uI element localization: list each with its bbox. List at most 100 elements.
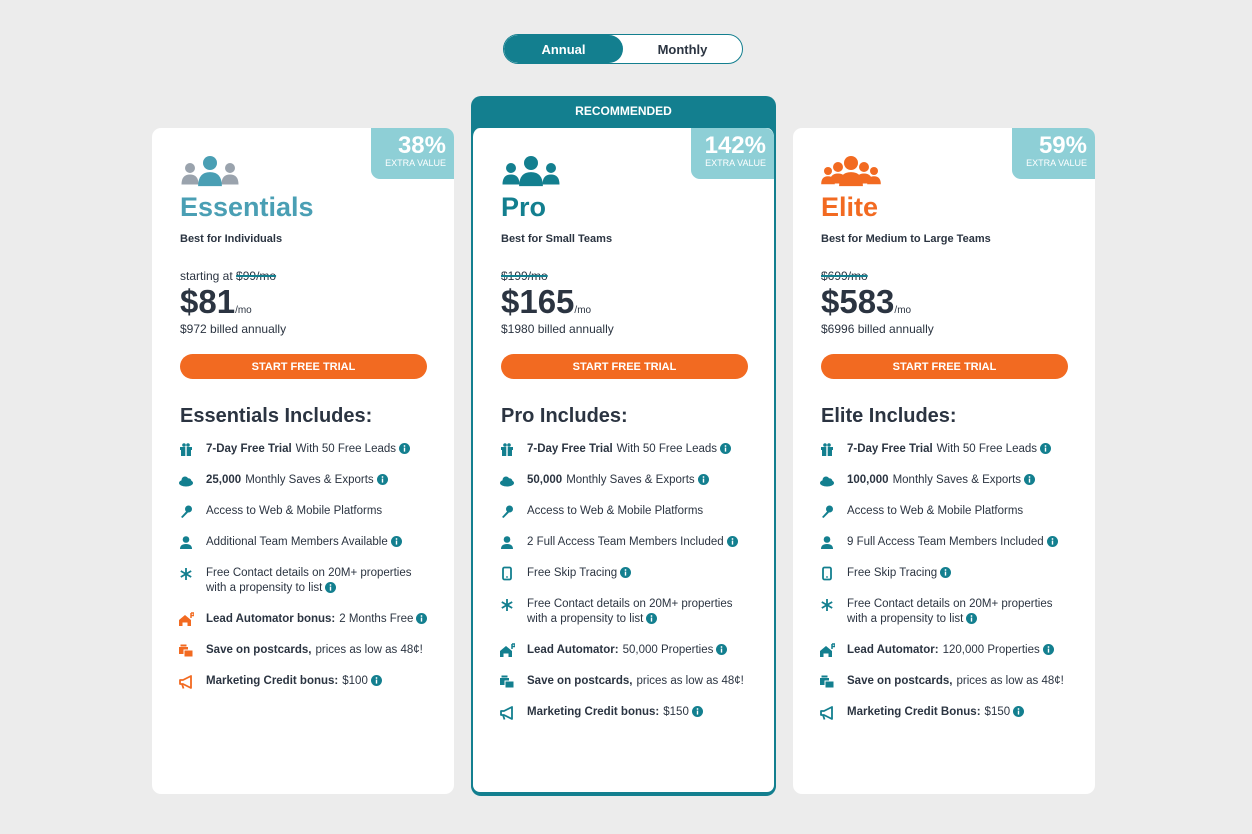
feature-icon — [820, 476, 834, 487]
info-icon — [720, 443, 732, 454]
badge-value: 59% — [1038, 132, 1087, 159]
start-trial-button[interactable]: START FREE TRIAL — [821, 354, 1068, 379]
feature-icon — [501, 443, 513, 456]
feature-item: Marketing Credit Bonus: $150 — [819, 705, 1069, 720]
extra-value-badge: 38% EXTRA VALUE — [371, 128, 454, 179]
badge-value: 38% — [397, 132, 446, 159]
feature-icon — [821, 443, 833, 456]
feature-item: Additional Team Members Available — [178, 535, 428, 550]
info-icon — [1042, 644, 1054, 655]
extra-value-badge: 59% EXTRA VALUE — [1012, 128, 1095, 179]
feature-text: Free Contact details on 20M+ properties … — [206, 566, 428, 596]
feature-icon — [500, 476, 514, 487]
plan-tagline: Best for Medium to Large Teams — [821, 233, 991, 245]
feature-bold: 25,000 — [206, 474, 242, 486]
feature-bold: Marketing Credit bonus: — [527, 706, 660, 718]
feature-icon — [501, 536, 513, 549]
includes-title: Pro Includes: — [501, 405, 628, 427]
feature-detail: Access to Web & Mobile Platforms — [206, 505, 383, 517]
feature-detail: 2 Full Access Team Members Included — [527, 536, 724, 548]
info-icon — [1024, 474, 1036, 485]
feature-item: 50,000 Monthly Saves & Exports — [499, 473, 749, 488]
start-trial-button[interactable]: START FREE TRIAL — [501, 354, 748, 379]
extra-value-badge: 142% EXTRA VALUE — [691, 128, 774, 179]
feature-item: Free Contact details on 20M+ properties … — [178, 566, 428, 596]
toggle-annual[interactable]: Annual — [504, 35, 623, 63]
old-price: $699/mo — [821, 269, 868, 283]
feature-text: Save on postcards, prices as low as 48¢! — [206, 643, 423, 658]
feature-icon — [820, 706, 833, 720]
info-icon — [1040, 443, 1052, 454]
feature-icon — [179, 612, 194, 626]
feature-detail: prices as low as 48¢! — [956, 675, 1064, 687]
info-icon — [691, 706, 703, 717]
badge-label: EXTRA VALUE — [705, 158, 766, 168]
plan-name: Essentials — [180, 192, 314, 222]
feature-bold: 7-Day Free Trial — [847, 443, 933, 455]
price-amount: $583 — [821, 283, 895, 320]
feature-item: Free Skip Tracing — [819, 566, 1069, 581]
price-prefix: starting at — [180, 269, 233, 283]
price: $583/mo — [821, 283, 911, 321]
info-icon — [1046, 536, 1058, 547]
feature-detail: Additional Team Members Available — [206, 536, 388, 548]
feature-text: Access to Web & Mobile Platforms — [847, 504, 1023, 519]
feature-icon — [820, 675, 835, 689]
plan-icon — [821, 156, 881, 187]
info-icon — [940, 567, 952, 578]
toggle-monthly[interactable]: Monthly — [657, 41, 708, 57]
feature-list: 7-Day Free Trial With 50 Free Leads 100,00… — [819, 442, 1069, 736]
old-price-line: $199/mo — [501, 269, 548, 283]
feature-item: 7-Day Free Trial With 50 Free Leads — [178, 442, 428, 457]
feature-text: 7-Day Free Trial With 50 Free Leads — [847, 442, 1052, 457]
feature-detail: $150 — [663, 706, 689, 718]
plan-tagline: Best for Small Teams — [501, 233, 613, 245]
feature-item: 25,000 Monthly Saves & Exports — [178, 473, 428, 488]
feature-item: 9 Full Access Team Members Included — [819, 535, 1069, 550]
feature-bold: Save on postcards, — [527, 675, 633, 687]
feature-item: Free Skip Tracing — [499, 566, 749, 581]
feature-text: Lead Automator: 120,000 Properties — [847, 643, 1054, 658]
feature-icon — [500, 706, 513, 720]
badge-label: EXTRA VALUE — [385, 158, 446, 168]
feature-detail: prices as low as 48¢! — [315, 644, 423, 656]
price: $165/mo — [501, 283, 591, 321]
feature-item: Lead Automator: 50,000 Properties — [499, 643, 749, 658]
feature-bold: 100,000 — [847, 474, 889, 486]
start-trial-button[interactable]: START FREE TRIAL — [180, 354, 427, 379]
feature-detail: Free Contact details on 20M+ properties … — [527, 598, 733, 625]
feature-text: 100,000 Monthly Saves & Exports — [847, 473, 1036, 488]
feature-bold: Lead Automator bonus: — [206, 613, 336, 625]
feature-item: 2 Full Access Team Members Included — [499, 535, 749, 550]
feature-item: Access to Web & Mobile Platforms — [819, 504, 1069, 519]
feature-icon — [180, 568, 192, 580]
feature-text: 7-Day Free Trial With 50 Free Leads — [206, 442, 411, 457]
billing-toggle: Annual Monthly — [503, 34, 743, 64]
feature-bold: Save on postcards, — [847, 675, 953, 687]
plan-icon — [502, 156, 560, 187]
feature-icon — [820, 643, 835, 657]
feature-item: 7-Day Free Trial With 50 Free Leads — [499, 442, 749, 457]
feature-text: Marketing Credit bonus: $150 — [527, 705, 703, 720]
feature-detail: 9 Full Access Team Members Included — [847, 536, 1044, 548]
feature-bold: 50,000 — [527, 474, 563, 486]
info-icon — [399, 443, 411, 454]
feature-detail: Access to Web & Mobile Platforms — [527, 505, 704, 517]
price-period: /mo — [574, 305, 592, 316]
feature-detail: $150 — [984, 706, 1011, 718]
feature-item: Save on postcards, prices as low as 48¢! — [178, 643, 428, 658]
price-period: /mo — [235, 305, 252, 316]
plan-card: 59% EXTRA VALUE Elite Best for Medium to La… — [793, 128, 1095, 794]
info-icon — [325, 582, 337, 593]
info-icon — [726, 536, 738, 547]
old-price-line: starting at $99/mo — [180, 269, 276, 283]
info-icon — [620, 567, 632, 578]
feature-text: Lead Automator: 50,000 Properties — [527, 643, 728, 658]
info-icon — [416, 613, 428, 624]
feature-text: Free Contact details on 20M+ properties … — [847, 597, 1069, 627]
feature-detail: With 50 Free Leads — [616, 443, 718, 455]
feature-item: Marketing Credit bonus: $100 — [178, 674, 428, 689]
feature-text: 7-Day Free Trial With 50 Free Leads — [527, 442, 732, 457]
feature-icon — [822, 566, 832, 581]
feature-bold: Lead Automator: — [847, 644, 939, 656]
